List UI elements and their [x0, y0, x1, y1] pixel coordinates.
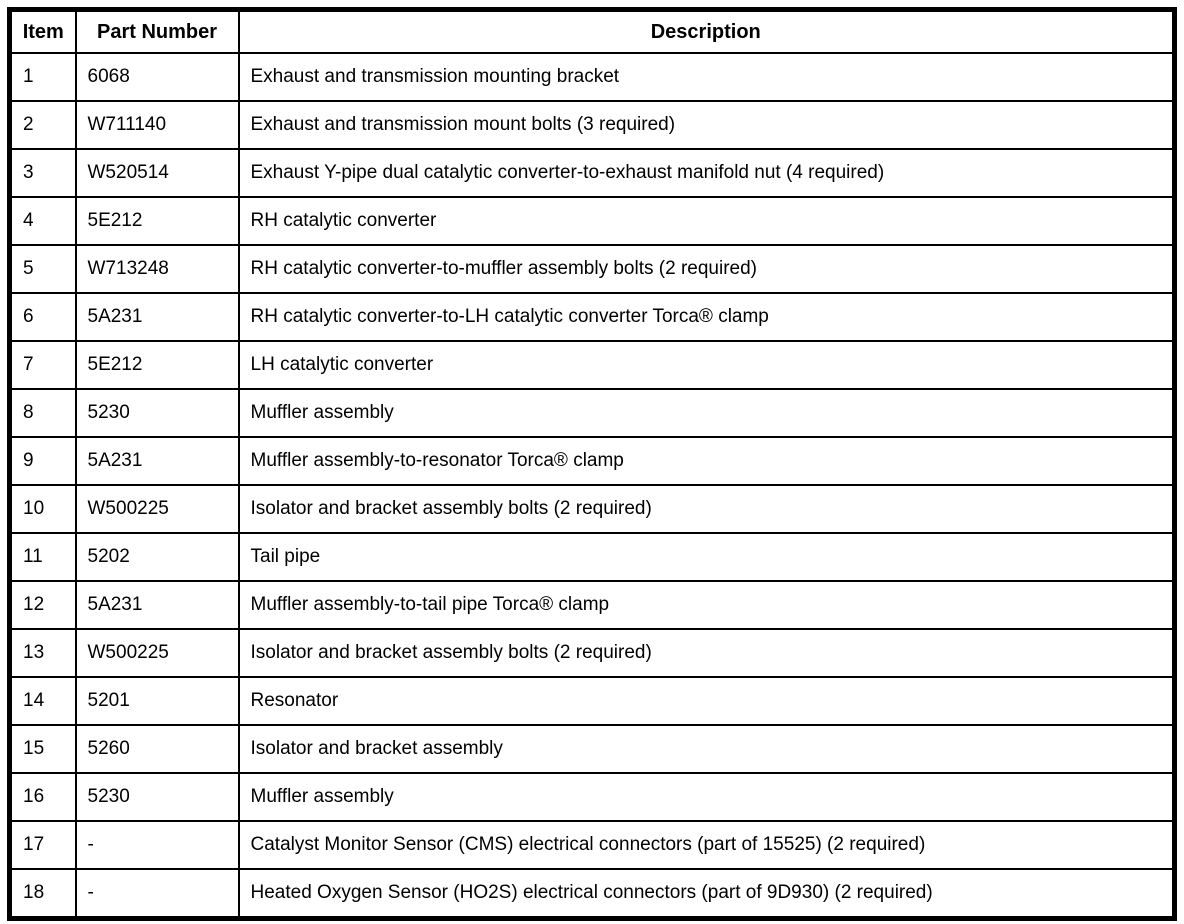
description-cell: Isolator and bracket assembly bolts (2 r…: [237, 484, 1176, 534]
item-cell: 12: [8, 580, 77, 630]
part-number-cell: W713248: [74, 244, 240, 294]
item-cell: 13: [8, 628, 77, 678]
item-cell: 3: [8, 148, 77, 198]
column-header-item: Item: [8, 8, 77, 54]
description-cell: Tail pipe: [237, 532, 1176, 582]
column-header-part-number: Part Number: [74, 8, 240, 54]
table-row: 3 W520514 Exhaust Y-pipe dual catalytic co…: [8, 148, 1176, 198]
item-cell: 5: [8, 244, 77, 294]
item-cell: 15: [8, 724, 77, 774]
part-number-cell: -: [74, 820, 240, 870]
part-number-cell: 5E212: [74, 340, 240, 390]
table-row: 16 5230 Muffler assembly: [8, 772, 1176, 822]
description-cell: Muffler assembly-to-tail pipe Torca® cla…: [237, 580, 1176, 630]
table-row: 11 5202 Tail pipe: [8, 532, 1176, 582]
part-number-cell: 5260: [74, 724, 240, 774]
item-cell: 7: [8, 340, 77, 390]
part-number-cell: 5202: [74, 532, 240, 582]
item-cell: 9: [8, 436, 77, 486]
table-row: 1 6068 Exhaust and transmission mounting b…: [8, 52, 1176, 102]
item-cell: 2: [8, 100, 77, 150]
table-row: 12 5A231 Muffler assembly-to-tail pipe Tor…: [8, 580, 1176, 630]
table-row: 15 5260 Isolator and bracket assembly: [8, 724, 1176, 774]
description-cell: Heated Oxygen Sensor (HO2S) electrical c…: [237, 868, 1176, 920]
part-number-cell: 5230: [74, 388, 240, 438]
table-row: 6 5A231 RH catalytic converter-to-LH catal…: [8, 292, 1176, 342]
description-cell: Muffler assembly-to-resonator Torca® cla…: [237, 436, 1176, 486]
item-cell: 1: [8, 52, 77, 102]
description-cell: Muffler assembly: [237, 388, 1176, 438]
table-row: 14 5201 Resonator: [8, 676, 1176, 726]
description-cell: LH catalytic converter: [237, 340, 1176, 390]
table-row: 8 5230 Muffler assembly: [8, 388, 1176, 438]
part-number-cell: 5A231: [74, 436, 240, 486]
table-row: 13 W500225 Isolator and bracket assembly b…: [8, 628, 1176, 678]
part-number-cell: W500225: [74, 628, 240, 678]
part-number-cell: -: [74, 868, 240, 920]
item-cell: 18: [8, 868, 77, 920]
part-number-cell: W711140: [74, 100, 240, 150]
part-number-cell: 5230: [74, 772, 240, 822]
parts-table-body: 1 6068 Exhaust and transmission mounting b…: [8, 52, 1176, 920]
item-cell: 16: [8, 772, 77, 822]
table-row: 18- Heated Oxygen Sensor (HO2S) electrica…: [8, 868, 1176, 920]
item-cell: 4: [8, 196, 77, 246]
table-row: 17- Catalyst Monitor Sensor (CMS) electri…: [8, 820, 1176, 870]
part-number-cell: 5201: [74, 676, 240, 726]
description-cell: Resonator: [237, 676, 1176, 726]
table-row: 10 W500225 Isolator and bracket assembly b…: [8, 484, 1176, 534]
part-number-cell: 6068: [74, 52, 240, 102]
item-cell: 8: [8, 388, 77, 438]
part-number-cell: 5A231: [74, 292, 240, 342]
description-cell: RH catalytic converter: [237, 196, 1176, 246]
table-row: 5 W713248 RH catalytic converter-to-muffle…: [8, 244, 1176, 294]
table-row: 9 5A231 Muffler assembly-to-resonator Torc…: [8, 436, 1176, 486]
description-cell: Muffler assembly: [237, 772, 1176, 822]
description-cell: Catalyst Monitor Sensor (CMS) electrical…: [237, 820, 1176, 870]
item-cell: 14: [8, 676, 77, 726]
parts-table: Item Part Number Description 1 6068 Exhaus…: [7, 7, 1177, 921]
description-cell: Isolator and bracket assembly bolts (2 r…: [237, 628, 1176, 678]
item-cell: 6: [8, 292, 77, 342]
table-row: 7 5E212 LH catalytic converter: [8, 340, 1176, 390]
table-header-row: Item Part Number Description: [8, 8, 1176, 54]
part-number-cell: W520514: [74, 148, 240, 198]
item-cell: 17: [8, 820, 77, 870]
description-cell: Exhaust and transmission mount bolts (3 …: [237, 100, 1176, 150]
column-header-description: Description: [237, 8, 1176, 54]
description-cell: Isolator and bracket assembly: [237, 724, 1176, 774]
table-row: 2 W711140 Exhaust and transmission mount b…: [8, 100, 1176, 150]
description-cell: Exhaust Y-pipe dual catalytic converter-…: [237, 148, 1176, 198]
part-number-cell: 5E212: [74, 196, 240, 246]
description-cell: RH catalytic converter-to-LH catalytic c…: [237, 292, 1176, 342]
part-number-cell: W500225: [74, 484, 240, 534]
item-cell: 11: [8, 532, 77, 582]
description-cell: Exhaust and transmission mounting bracke…: [237, 52, 1176, 102]
table-row: 4 5E212 RH catalytic converter: [8, 196, 1176, 246]
description-cell: RH catalytic converter-to-muffler assemb…: [237, 244, 1176, 294]
item-cell: 10: [8, 484, 77, 534]
part-number-cell: 5A231: [74, 580, 240, 630]
